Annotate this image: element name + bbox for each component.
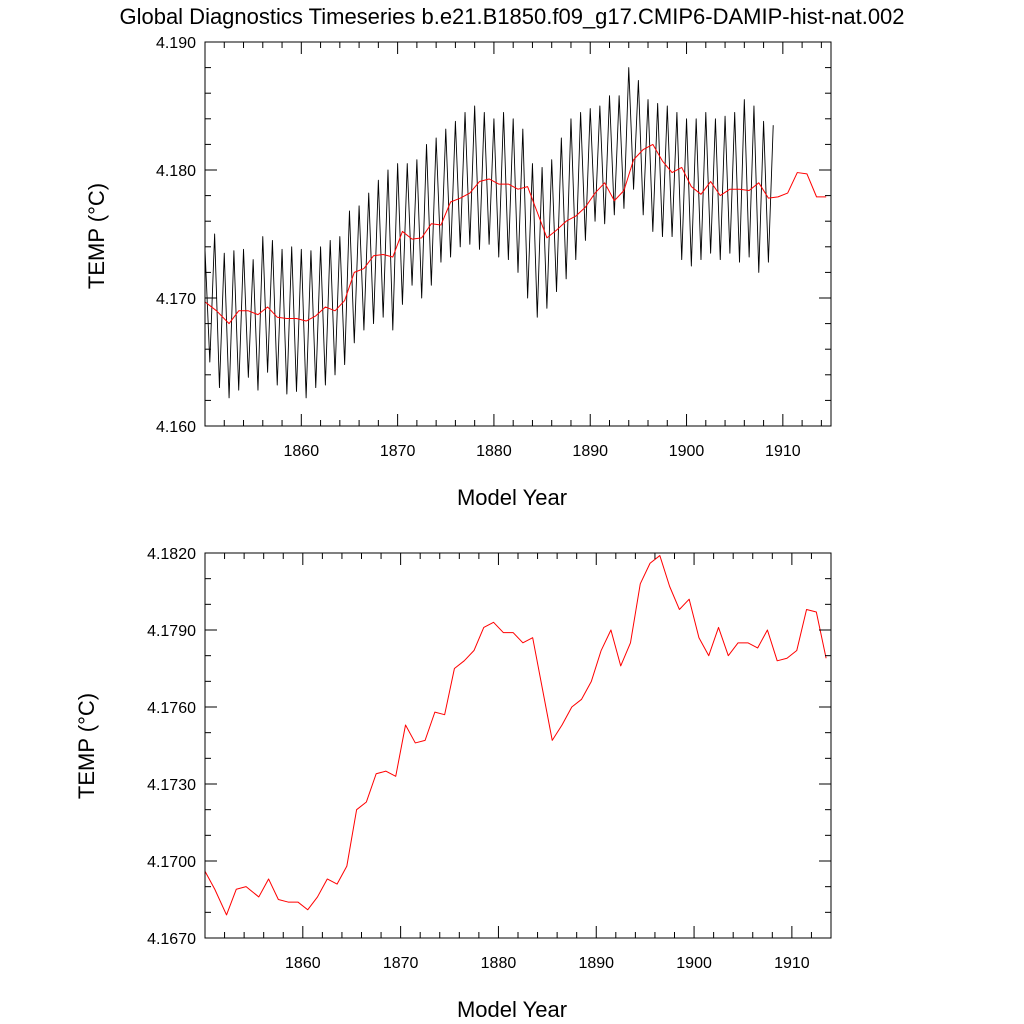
bottom-series-layer — [204, 555, 827, 916]
top-series-annual-line — [204, 143, 827, 325]
top-x-tick-label: 1910 — [765, 443, 801, 460]
bottom-ticks-layer: 1860 1870 1880 1890 1900 1910 4.1670 4.1700 4.17… — [147, 546, 832, 972]
top-x-tick-label: 1900 — [669, 443, 705, 460]
top-x-tick-label: 1870 — [380, 443, 416, 460]
top-y-tick-label: 4.170 — [156, 291, 196, 308]
top-series-layer — [204, 67, 827, 399]
bottom-y-tick-label: 4.1700 — [147, 854, 196, 871]
bottom-panel: 1860 1870 1880 1890 1900 1910 4.1670 4.1700 4.17… — [74, 546, 832, 1022]
bottom-y-tick-label: 4.1730 — [147, 777, 196, 794]
top-series-monthly-line — [204, 67, 774, 399]
top-x-tick-label: 1860 — [284, 443, 320, 460]
bottom-y-tick-label: 4.1670 — [147, 931, 196, 948]
top-ticks-layer: 1860 1870 1880 1890 1900 1910 4.160 4.170 4.180 4… — [156, 35, 831, 460]
bottom-y-tick-label: 4.1820 — [147, 546, 196, 563]
bottom-y-axis-label: TEMP (°C) — [74, 693, 99, 799]
top-x-tick-label: 1890 — [572, 443, 608, 460]
bottom-x-tick-label: 1890 — [578, 955, 614, 972]
bottom-x-tick-label: 1880 — [481, 955, 517, 972]
top-y-tick-label: 4.160 — [156, 419, 196, 436]
top-panel: 1860 1870 1880 1890 1900 1910 4.160 4.170 4.180 4… — [84, 35, 832, 510]
top-y-tick-label: 4.190 — [156, 35, 196, 52]
top-plot-frame — [204, 41, 832, 427]
top-y-tick-label: 4.180 — [156, 163, 196, 180]
top-y-axis-label: TEMP (°C) — [84, 183, 109, 289]
top-x-axis-label: Model Year — [457, 485, 567, 510]
figure-title: Global Diagnostics Timeseries b.e21.B185… — [119, 4, 904, 29]
bottom-y-tick-label: 4.1760 — [147, 700, 196, 717]
bottom-series-annual-line — [204, 555, 827, 916]
bottom-x-tick-label: 1860 — [285, 955, 321, 972]
bottom-x-axis-label: Model Year — [457, 997, 567, 1022]
bottom-x-tick-label: 1870 — [383, 955, 419, 972]
bottom-x-tick-label: 1910 — [774, 955, 810, 972]
bottom-y-tick-label: 4.1790 — [147, 623, 196, 640]
top-x-tick-label: 1880 — [476, 443, 512, 460]
bottom-x-tick-label: 1900 — [676, 955, 712, 972]
bottom-plot-frame — [204, 552, 832, 939]
